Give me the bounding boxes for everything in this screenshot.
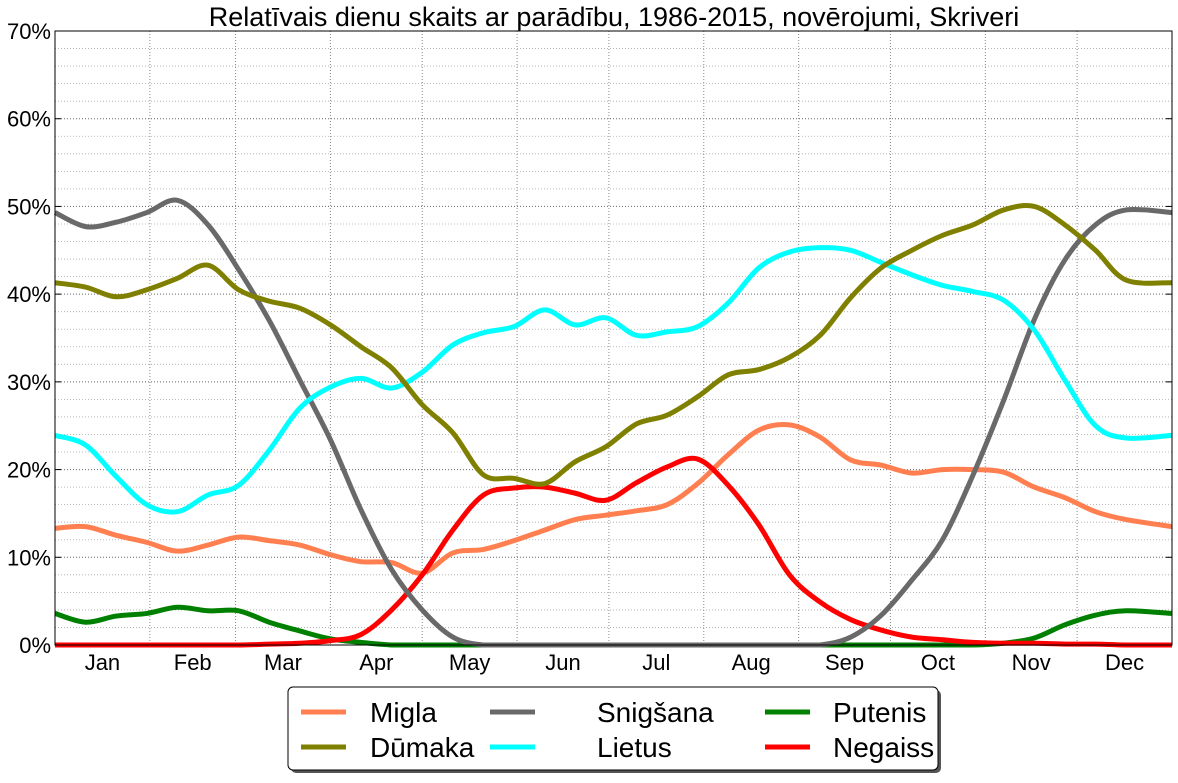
series-line-dūmaka (54, 202, 1173, 487)
x-tick-label: Feb (174, 650, 212, 675)
y-tick-label: 0% (19, 633, 51, 658)
x-tick-label: May (449, 650, 491, 675)
y-tick-label: 20% (7, 458, 51, 483)
grid (54, 30, 1173, 646)
y-tick-label: 60% (7, 107, 51, 132)
legend-label: Putenis (833, 697, 926, 728)
x-tick-label: Mar (264, 650, 302, 675)
chart-title: Relatīvais dienu skaits ar parādību, 198… (209, 2, 1019, 32)
series-line-snigšana (53, 197, 1173, 648)
x-axis: Jan Feb Mar Apr May Jun Jul Aug Sep Oct Nov Dec (85, 650, 1144, 675)
legend-label: Migla (370, 697, 437, 728)
x-tick-label: Sep (825, 650, 864, 675)
x-tick-label: Aug (732, 650, 771, 675)
y-tick-label: 50% (7, 194, 51, 219)
x-tick-label: Nov (1012, 650, 1051, 675)
x-tick-label: Oct (921, 650, 955, 675)
legend-items: Migla Dūmaka Snigšana Lietus Putenis Negaiss (301, 697, 934, 763)
series-line-lietus (54, 245, 1173, 515)
series-line-putenis (54, 604, 1173, 648)
legend-label: Dūmaka (370, 732, 475, 763)
x-tick-label: Apr (359, 650, 393, 675)
legend: Migla Dūmaka Snigšana Lietus Putenis Negaiss (287, 686, 941, 773)
y-axis: 0% 10% 20% 30% 40% 50% 60% 70% (7, 19, 1172, 658)
y-tick-label: 10% (7, 545, 51, 570)
x-tick-label: Dec (1105, 650, 1144, 675)
y-tick-label: 40% (7, 282, 51, 307)
series-lines (53, 197, 1173, 648)
x-tick-label: Jun (545, 650, 580, 675)
y-tick-label: 30% (7, 370, 51, 395)
x-tick-label: Jan (85, 650, 120, 675)
legend-label: Negaiss (833, 732, 934, 763)
plot-frame (54, 30, 1173, 646)
series-line-negaiss (55, 455, 1172, 648)
y-tick-label: 70% (7, 19, 51, 44)
legend-label: Snigšana (597, 697, 714, 728)
x-tick-label: Jul (642, 650, 670, 675)
legend-label: Lietus (597, 732, 672, 763)
